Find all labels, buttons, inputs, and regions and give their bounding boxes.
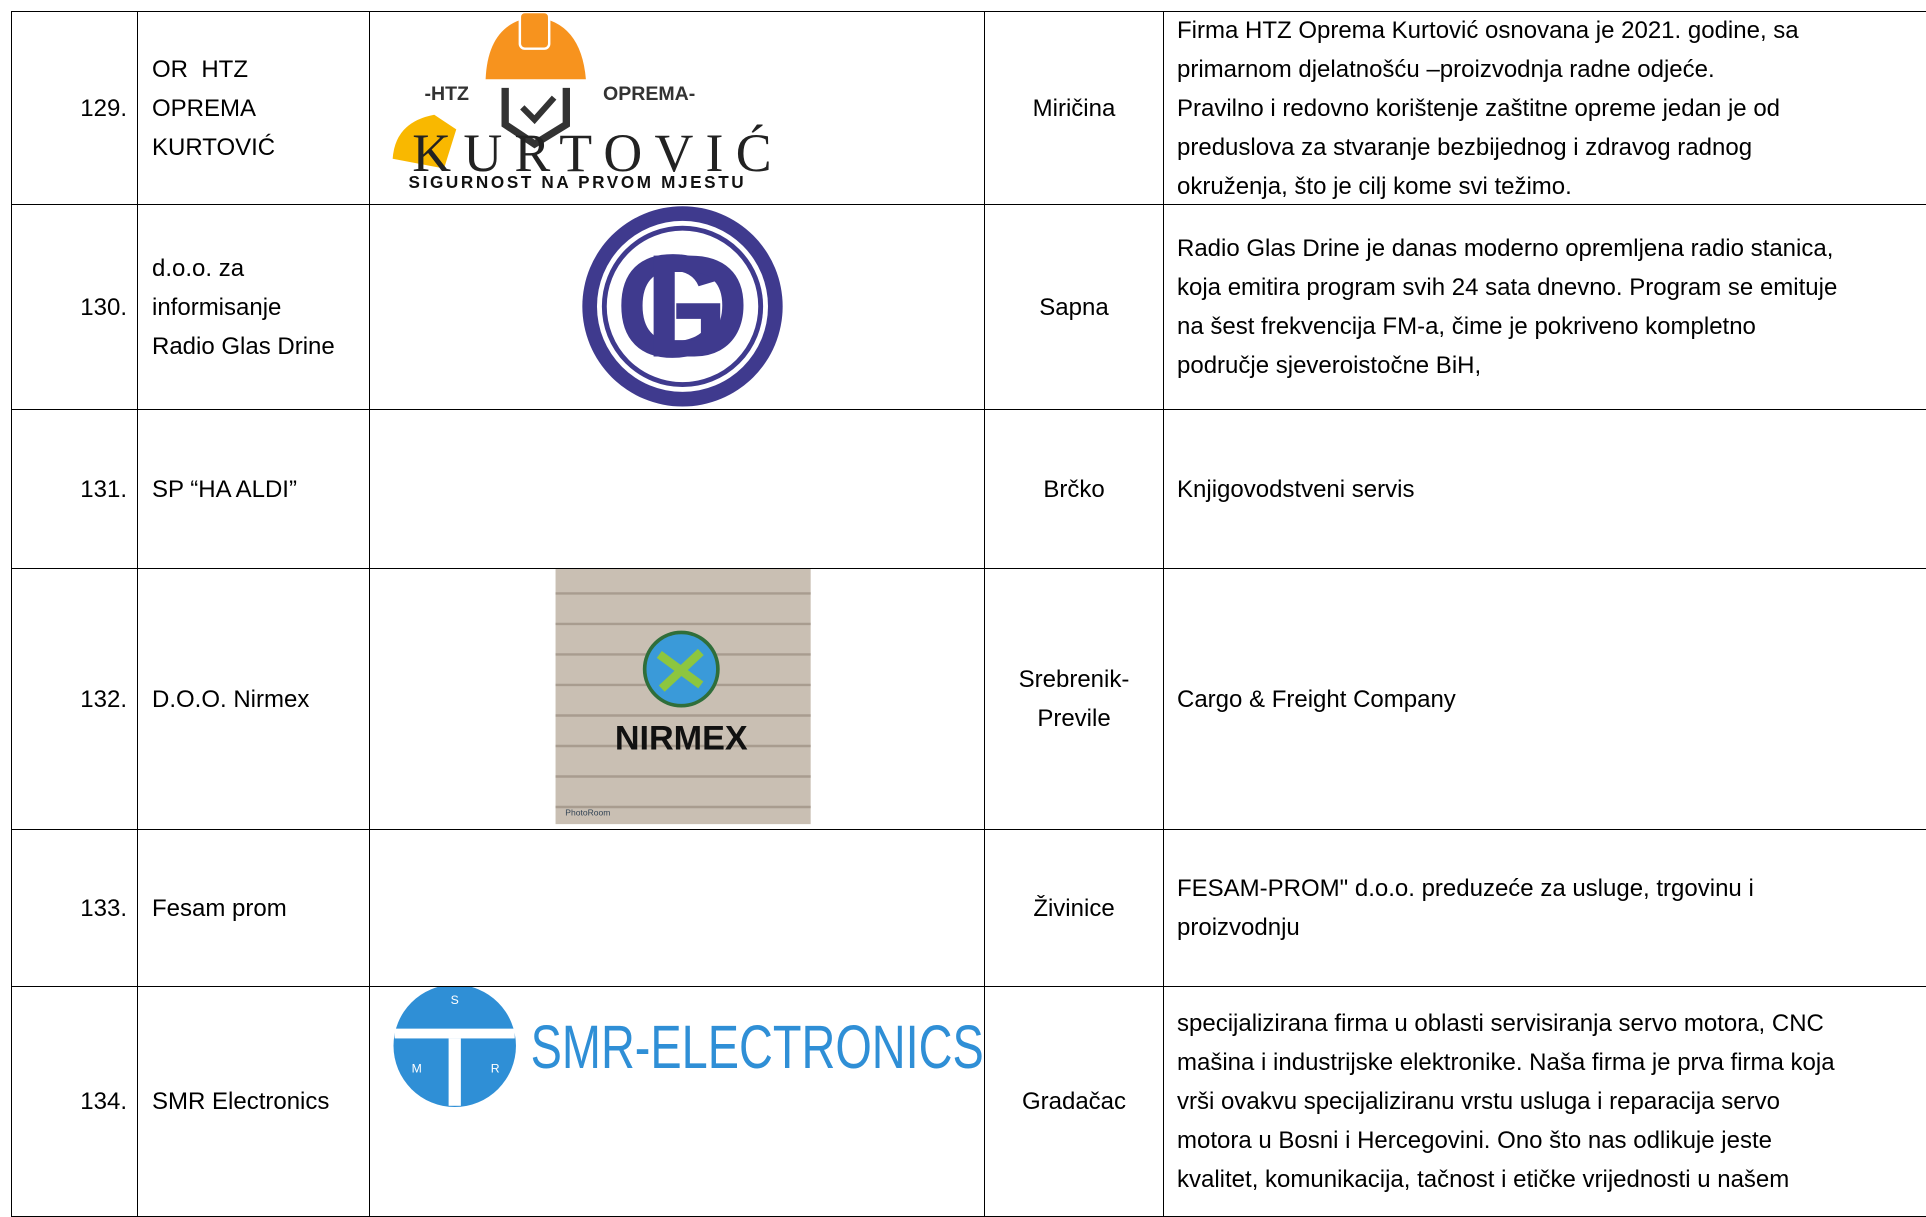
place-cell: Sapna xyxy=(984,204,1164,410)
logo: GD xyxy=(582,206,783,407)
logo-text: SMR-ELECTRONICS xyxy=(531,1013,984,1081)
place-cell: Brčko xyxy=(984,409,1164,569)
logo-text: OPREMA- xyxy=(603,83,695,105)
place-cell: Živinice xyxy=(984,829,1164,987)
description-cell: specijalizirana firma u oblasti servisir… xyxy=(1163,986,1926,1217)
logo-text: NIRMEX xyxy=(615,720,748,758)
logo-text: KURTOVIĆ xyxy=(412,123,784,183)
logo-cell: -HTZ OPREMA- KURTOVIĆ SIGURNOST NA PRVOM… xyxy=(369,11,985,205)
description-cell: Knjigovodstveni servis xyxy=(1163,409,1926,569)
number-cell: 134. xyxy=(11,986,138,1217)
place-cell: Miričina xyxy=(984,11,1164,205)
logo: S M R SMR-ELECTRONICS xyxy=(393,987,984,1107)
logo-cell: GD xyxy=(369,204,985,410)
logo-text: GD xyxy=(615,224,749,388)
number-cell: 130. xyxy=(11,204,138,410)
name-cell: D.O.O. Nirmex xyxy=(137,568,370,830)
name-cell: SP “HA ALDI” xyxy=(137,409,370,569)
logo: NIRMEX PhotoRoom xyxy=(555,569,811,825)
name-cell: SMR Electronics xyxy=(137,986,370,1217)
description-cell: FESAM-PROM" d.o.o. preduzeće za usluge, … xyxy=(1163,829,1926,987)
number-cell: 131. xyxy=(11,409,138,569)
logo-cell: S M R SMR-ELECTRONICS xyxy=(369,986,985,1217)
logo-cell xyxy=(369,409,985,569)
name-cell: d.o.o. za informisanje Radio Glas Drine xyxy=(137,204,370,410)
name-cell: Fesam prom xyxy=(137,829,370,987)
logo-cell xyxy=(369,829,985,987)
logo-text: M xyxy=(412,1062,422,1076)
number-cell: 129. xyxy=(11,11,138,205)
page: 129. OR HTZ OPREMA KURTOVIĆ -HTZ OPREMA- … xyxy=(11,11,1926,1217)
logo-text: -HTZ xyxy=(424,83,469,105)
logo: -HTZ OPREMA- KURTOVIĆ SIGURNOST NA PRVOM… xyxy=(392,12,784,192)
description-cell: Radio Glas Drine je danas moderno opreml… xyxy=(1163,204,1926,410)
logo-text: S xyxy=(451,993,459,1007)
name-cell: OR HTZ OPREMA KURTOVIĆ xyxy=(137,11,370,205)
logo-text: PhotoRoom xyxy=(565,808,610,818)
logo-cell: NIRMEX PhotoRoom xyxy=(369,568,985,830)
logo-text: R xyxy=(491,1062,500,1076)
place-cell: Gradačac xyxy=(984,986,1164,1217)
description-cell: Firma HTZ Oprema Kurtović osnovana je 20… xyxy=(1163,11,1926,205)
place-cell: Srebrenik- Previle xyxy=(984,568,1164,830)
description-cell: Cargo & Freight Company xyxy=(1163,568,1926,830)
number-cell: 133. xyxy=(11,829,138,987)
number-cell: 132. xyxy=(11,568,138,830)
